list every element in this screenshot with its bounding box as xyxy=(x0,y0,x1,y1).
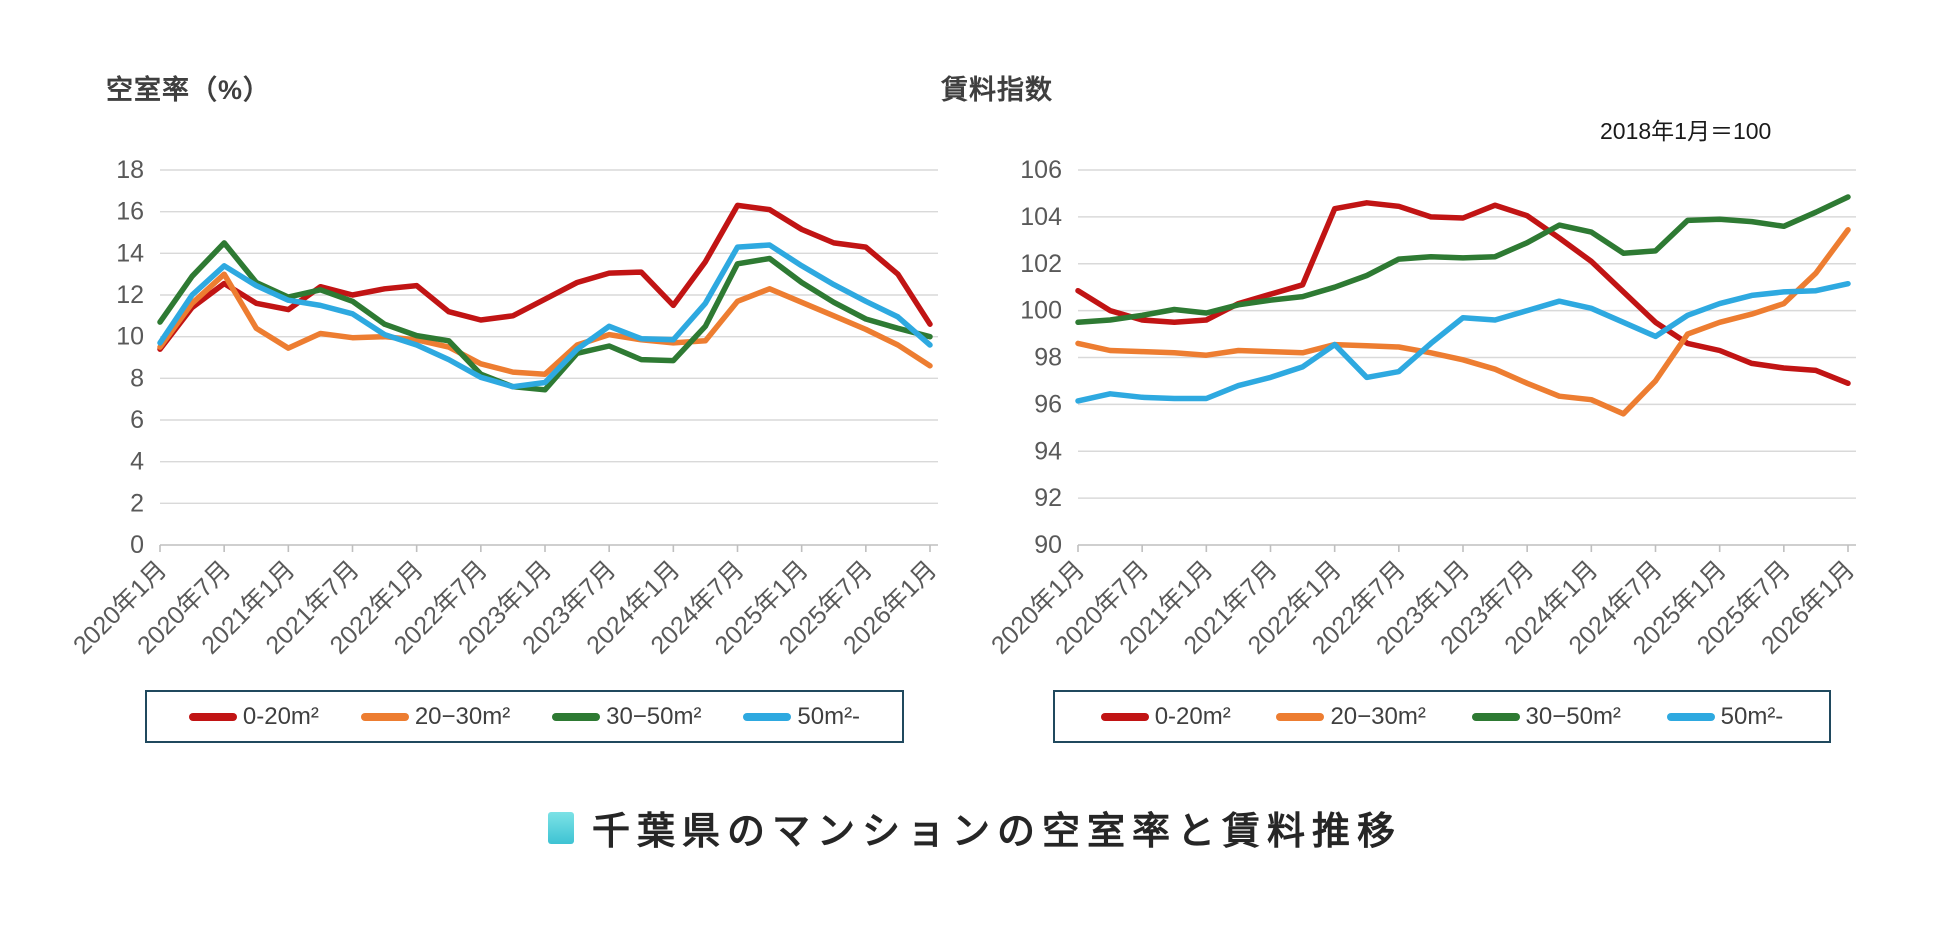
legend-label: 30−50m² xyxy=(606,702,702,730)
y-tick-label: 0 xyxy=(130,531,144,559)
y-tick-label: 14 xyxy=(116,239,144,267)
y-tick-label: 4 xyxy=(130,448,144,476)
y-tick-label: 18 xyxy=(116,156,144,184)
y-tick-label: 12 xyxy=(116,281,144,309)
legend-label: 0-20m² xyxy=(242,702,319,730)
series-0-20-swatch-icon xyxy=(1100,712,1149,721)
rent-index-chart-title: 賃料指数 xyxy=(941,75,1053,105)
legend-item-20-30: 20−30m² xyxy=(360,702,511,731)
legend-item-50plus: 50m²- xyxy=(743,703,860,731)
y-tick-label: 90 xyxy=(1034,531,1062,559)
y-tick-label: 106 xyxy=(1020,156,1062,184)
caption-bullet-icon xyxy=(547,811,574,844)
series-50plus-swatch-icon xyxy=(743,712,792,721)
series-line-0-20m² xyxy=(1075,200,1851,387)
vacancy-rate-chart: 0246810121416182020年1月2020年7月2021年1月2021… xyxy=(68,156,942,660)
legend-label: 50m²- xyxy=(1720,702,1784,730)
vacancy-chart-title: 空室率（%） xyxy=(106,75,272,105)
vacancy-chart-legend: 0-20m² 20−30m² 30−50m² 50m²- xyxy=(145,690,904,743)
series-50plus-swatch-icon xyxy=(1666,712,1715,721)
y-tick-label: 2 xyxy=(130,489,144,517)
legend-item-20-30: 20−30m² xyxy=(1276,702,1426,731)
legend-item-0-20: 0-20m² xyxy=(188,702,319,731)
rent-index-chart-legend: 0-20m² 20−30m² 30−50m² 50m²- xyxy=(1053,690,1831,743)
y-tick-label: 92 xyxy=(1034,484,1062,512)
y-tick-label: 102 xyxy=(1020,250,1062,278)
series-0-20-swatch-icon xyxy=(188,712,237,721)
rent-index-chart: 90929496981001021041062020年1月2020年7月2021… xyxy=(986,156,1860,660)
rent-index-base-note: 2018年1月＝100 xyxy=(1600,118,1772,144)
y-tick-label: 98 xyxy=(1034,344,1062,372)
series-line-20−30m² xyxy=(157,271,933,377)
series-line-0-20m² xyxy=(157,202,933,352)
legend-label: 50m²- xyxy=(797,702,861,730)
legend-label: 0-20m² xyxy=(1154,702,1231,730)
legend-label: 20−30m² xyxy=(414,702,511,730)
legend-item-50plus: 50m²- xyxy=(1666,702,1784,731)
series-line-50m²- xyxy=(1075,280,1851,404)
series-30-50-swatch-icon xyxy=(552,712,601,721)
legend-label: 20−30m² xyxy=(1330,702,1426,730)
series-line-20−30m² xyxy=(1075,227,1851,417)
y-tick-label: 10 xyxy=(116,323,144,351)
series-line-50m²- xyxy=(157,242,933,390)
y-tick-label: 104 xyxy=(1020,203,1062,231)
legend-item-30-50: 30−50m² xyxy=(552,703,701,731)
y-tick-label: 100 xyxy=(1020,297,1062,325)
series-20-30-swatch-icon xyxy=(360,712,409,721)
legend-item-30-50: 30−50m² xyxy=(1471,702,1621,731)
series-20-30-swatch-icon xyxy=(1276,712,1325,721)
y-tick-label: 96 xyxy=(1034,390,1062,418)
series-30-50-swatch-icon xyxy=(1471,712,1520,721)
y-tick-label: 16 xyxy=(116,198,144,226)
figure-title: 千葉県のマンションの空室率と賃料推移 xyxy=(591,811,1402,853)
series-line-30−50m² xyxy=(157,240,933,393)
y-tick-label: 6 xyxy=(130,406,144,434)
y-tick-label: 8 xyxy=(130,364,144,392)
legend-label: 30−50m² xyxy=(1525,702,1621,730)
y-tick-label: 94 xyxy=(1034,437,1062,465)
legend-item-0-20: 0-20m² xyxy=(1100,702,1231,731)
figure-caption: 千葉県のマンションの空室率と賃料推移 xyxy=(0,800,1950,855)
series-line-30−50m² xyxy=(1075,194,1851,326)
